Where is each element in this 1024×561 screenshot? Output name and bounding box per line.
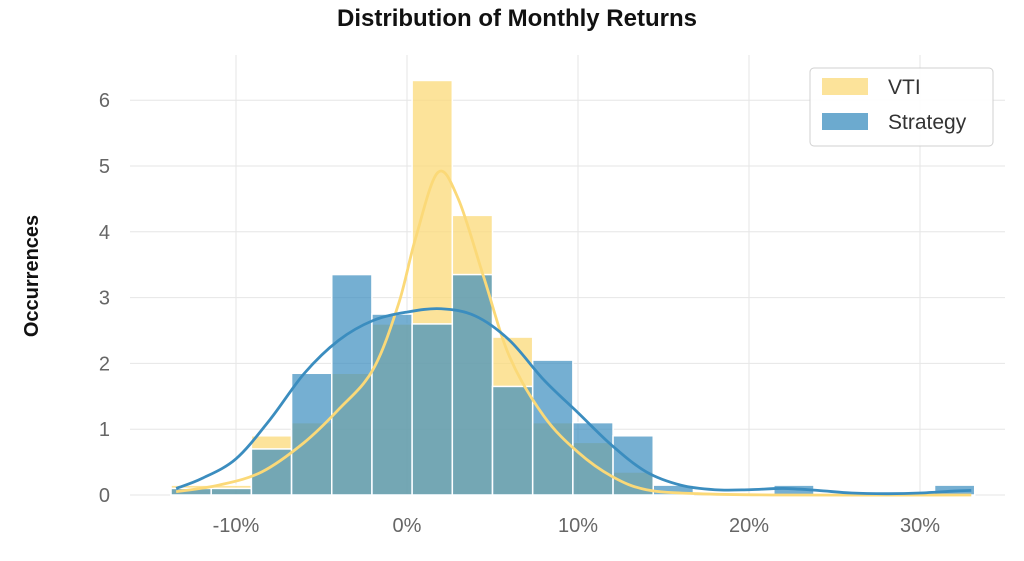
vti-legend-label: VTI (888, 76, 921, 99)
y-tick-label: 5 (99, 156, 110, 178)
strategy-bar-8 (491, 385, 534, 496)
x-tick-label: -10% (213, 515, 260, 537)
strategy-legend-label: Strategy (888, 111, 967, 134)
kde-curves (175, 169, 972, 497)
strategy-bar-4 (331, 273, 373, 496)
y-tick-label: 6 (99, 90, 110, 112)
strategy-bar-5 (371, 313, 413, 496)
vti-kde-line (175, 169, 972, 497)
strategy-bar-1 (210, 487, 253, 496)
y-tick-label: 0 (99, 485, 110, 507)
strategy-bar-7 (451, 273, 494, 496)
y-axis-label: Occurrences (21, 215, 43, 337)
legend: VTI Strategy (809, 67, 994, 147)
x-tick-label: 10% (558, 515, 598, 537)
vti-legend-swatch (822, 78, 868, 95)
x-tick-label: 0% (393, 515, 422, 537)
y-tick-label: 4 (99, 222, 110, 244)
histogram-bars (170, 79, 976, 496)
strategy-bar-6 (411, 323, 454, 496)
x-tick-label: 20% (729, 515, 769, 537)
chart-title: Distribution of Monthly Returns (337, 5, 697, 32)
strategy-bar-9 (531, 359, 574, 496)
axis-ticks: 0 1 2 3 4 5 6 -10% 0% 10% 20% 30% (99, 90, 940, 537)
strategy-bar-10 (572, 421, 614, 496)
strategy-bar-3 (290, 372, 333, 496)
y-tick-label: 3 (99, 288, 110, 310)
y-tick-label: 1 (99, 419, 110, 441)
strategy-legend-swatch (822, 113, 868, 130)
strategy-kde-line (175, 307, 972, 496)
x-tick-label: 30% (900, 515, 940, 537)
y-tick-label: 2 (99, 353, 110, 375)
